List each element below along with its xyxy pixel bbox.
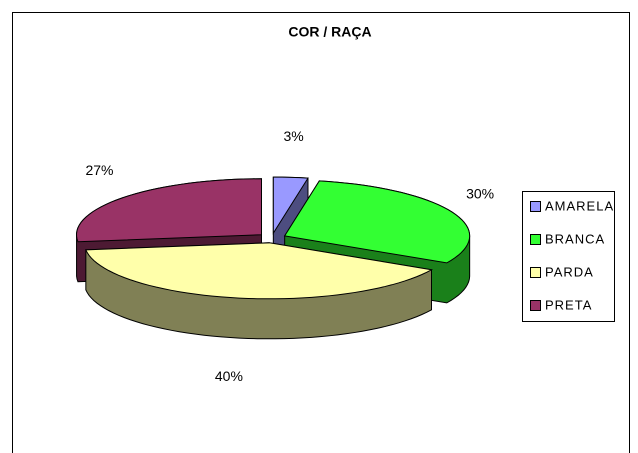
data-label: 3% xyxy=(284,128,304,144)
legend-swatch xyxy=(530,300,541,311)
legend-label: AMARELA xyxy=(545,198,614,213)
slice xyxy=(76,178,262,243)
legend-swatch xyxy=(530,234,541,245)
slice xyxy=(85,242,434,300)
data-label: 30% xyxy=(466,186,494,202)
slice xyxy=(272,176,309,235)
legend-label: PRETA xyxy=(545,297,592,312)
legend-label: BRANCA xyxy=(545,231,605,246)
legend-label: PARDA xyxy=(545,264,594,279)
legend-swatch xyxy=(530,201,541,212)
data-label: 27% xyxy=(85,162,113,178)
legend-box xyxy=(522,191,615,322)
legend-swatch xyxy=(530,267,541,278)
slice-group xyxy=(85,242,434,340)
data-label: 40% xyxy=(215,368,243,384)
chart-title: COR / RAÇA xyxy=(288,24,371,40)
slice xyxy=(283,180,471,264)
